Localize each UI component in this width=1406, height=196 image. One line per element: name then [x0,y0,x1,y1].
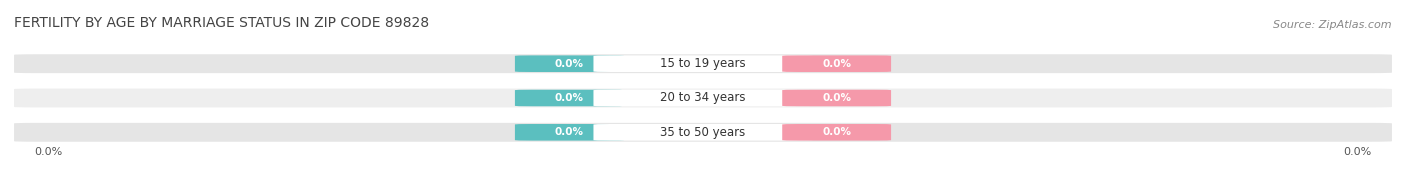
Text: 0.0%: 0.0% [35,147,63,157]
FancyBboxPatch shape [14,123,1392,142]
FancyBboxPatch shape [782,55,891,72]
Text: 0.0%: 0.0% [823,59,851,69]
FancyBboxPatch shape [14,89,1392,107]
Text: 15 to 19 years: 15 to 19 years [661,57,745,70]
Text: 0.0%: 0.0% [555,127,583,137]
FancyBboxPatch shape [782,124,891,141]
FancyBboxPatch shape [14,54,1392,73]
FancyBboxPatch shape [593,90,813,106]
FancyBboxPatch shape [515,55,624,72]
Text: 0.0%: 0.0% [555,93,583,103]
Text: Source: ZipAtlas.com: Source: ZipAtlas.com [1274,20,1392,30]
FancyBboxPatch shape [593,124,813,141]
FancyBboxPatch shape [593,55,813,72]
Text: 0.0%: 0.0% [823,127,851,137]
Text: FERTILITY BY AGE BY MARRIAGE STATUS IN ZIP CODE 89828: FERTILITY BY AGE BY MARRIAGE STATUS IN Z… [14,16,429,30]
Text: 20 to 34 years: 20 to 34 years [661,92,745,104]
Text: 0.0%: 0.0% [555,59,583,69]
Text: 0.0%: 0.0% [1343,147,1371,157]
FancyBboxPatch shape [515,124,624,141]
FancyBboxPatch shape [515,90,624,106]
FancyBboxPatch shape [782,90,891,106]
Text: 0.0%: 0.0% [823,93,851,103]
Text: 35 to 50 years: 35 to 50 years [661,126,745,139]
